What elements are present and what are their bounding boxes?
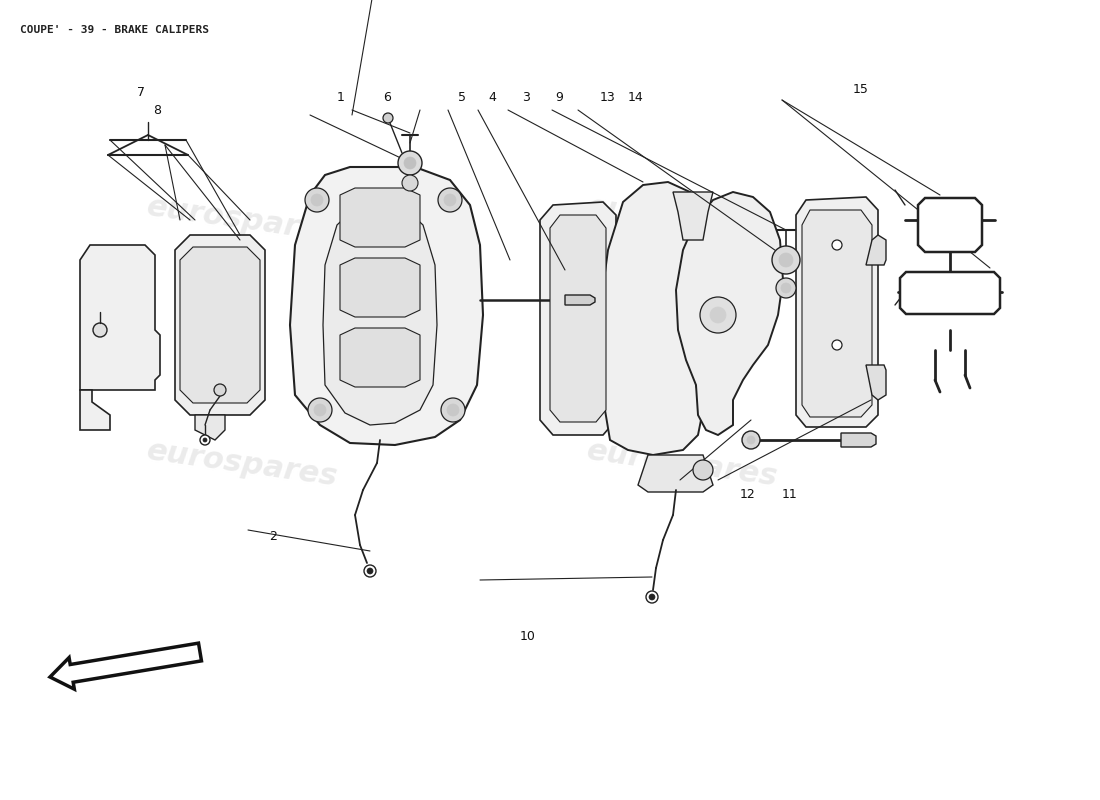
- Polygon shape: [340, 188, 420, 247]
- Text: eurospares: eurospares: [144, 436, 340, 492]
- Circle shape: [438, 188, 462, 212]
- Circle shape: [367, 568, 373, 574]
- Text: 10: 10: [520, 630, 536, 642]
- Polygon shape: [918, 198, 982, 252]
- Circle shape: [444, 194, 456, 206]
- Circle shape: [646, 591, 658, 603]
- Text: 15: 15: [852, 83, 868, 96]
- Text: 3: 3: [521, 91, 530, 104]
- Polygon shape: [290, 167, 483, 445]
- Circle shape: [364, 565, 376, 577]
- Polygon shape: [540, 202, 616, 435]
- Circle shape: [200, 435, 210, 445]
- Text: eurospares: eurospares: [584, 436, 780, 492]
- Circle shape: [204, 438, 207, 442]
- Circle shape: [742, 431, 760, 449]
- Text: COUPE' - 39 - BRAKE CALIPERS: COUPE' - 39 - BRAKE CALIPERS: [20, 25, 209, 35]
- Text: 13: 13: [600, 91, 615, 104]
- Polygon shape: [80, 245, 160, 390]
- Polygon shape: [550, 215, 606, 422]
- Polygon shape: [340, 258, 420, 317]
- Circle shape: [305, 188, 329, 212]
- Text: 8: 8: [153, 104, 162, 117]
- Text: 12: 12: [740, 488, 756, 501]
- Circle shape: [308, 398, 332, 422]
- Polygon shape: [323, 207, 437, 425]
- Polygon shape: [565, 295, 595, 305]
- Polygon shape: [340, 328, 420, 387]
- Circle shape: [781, 283, 791, 293]
- Polygon shape: [80, 390, 110, 430]
- Text: 6: 6: [383, 91, 392, 104]
- Text: 4: 4: [488, 91, 497, 104]
- Text: 9: 9: [554, 91, 563, 104]
- Polygon shape: [866, 365, 886, 400]
- Circle shape: [314, 404, 326, 416]
- Text: 1: 1: [337, 91, 345, 104]
- Circle shape: [776, 278, 796, 298]
- Text: 11: 11: [782, 488, 797, 501]
- Circle shape: [747, 436, 755, 444]
- Circle shape: [772, 246, 800, 274]
- Polygon shape: [676, 192, 783, 435]
- Text: 14: 14: [628, 91, 643, 104]
- Circle shape: [447, 404, 459, 416]
- Polygon shape: [195, 415, 226, 440]
- Circle shape: [404, 157, 416, 169]
- Text: 2: 2: [268, 530, 277, 542]
- Circle shape: [779, 253, 793, 267]
- Polygon shape: [175, 235, 265, 415]
- Polygon shape: [796, 197, 878, 427]
- Circle shape: [710, 307, 726, 323]
- Polygon shape: [802, 210, 872, 417]
- Text: eurospares: eurospares: [584, 192, 780, 248]
- Polygon shape: [842, 433, 876, 447]
- Circle shape: [832, 340, 842, 350]
- Circle shape: [94, 323, 107, 337]
- Circle shape: [214, 384, 225, 396]
- Text: 5: 5: [458, 91, 466, 104]
- Polygon shape: [638, 455, 713, 492]
- Circle shape: [311, 194, 323, 206]
- Polygon shape: [600, 182, 720, 455]
- Circle shape: [700, 297, 736, 333]
- Circle shape: [649, 594, 654, 600]
- Polygon shape: [900, 272, 1000, 314]
- Circle shape: [441, 398, 465, 422]
- FancyArrow shape: [50, 643, 201, 689]
- Circle shape: [383, 113, 393, 123]
- Circle shape: [402, 175, 418, 191]
- Text: 7: 7: [136, 86, 145, 98]
- Polygon shape: [673, 192, 713, 240]
- Polygon shape: [180, 247, 260, 403]
- Circle shape: [832, 240, 842, 250]
- Text: eurospares: eurospares: [144, 192, 340, 248]
- Circle shape: [398, 151, 422, 175]
- Polygon shape: [866, 235, 886, 265]
- Circle shape: [693, 460, 713, 480]
